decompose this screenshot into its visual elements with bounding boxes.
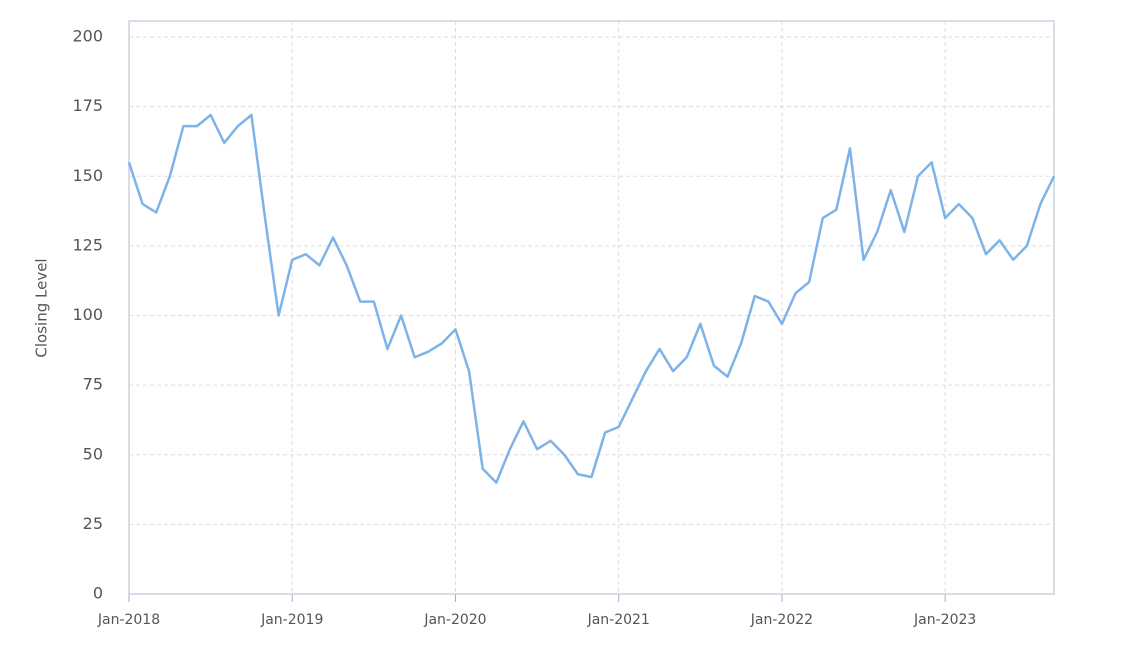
x-tick-label: Jan-2019 (260, 612, 323, 628)
x-tick-label: Jan-2020 (423, 612, 486, 628)
y-tick-label: 125 (72, 235, 103, 254)
plot-border (128, 20, 1055, 595)
y-tick-label: 0 (93, 584, 103, 603)
x-tick-label: Jan-2023 (913, 612, 976, 628)
y-tick-label: 175 (72, 96, 103, 115)
x-tick-label: Jan-2022 (750, 612, 813, 628)
y-tick-label: 150 (72, 166, 103, 185)
y-tick-label: 50 (83, 444, 103, 463)
y-tick-label: 100 (72, 305, 103, 324)
x-tick-label: Jan-2021 (587, 612, 650, 628)
line-series (127, 113, 1056, 484)
y-tick-label: 25 (83, 514, 103, 533)
y-tick-label: 200 (72, 27, 103, 46)
y-axis-label: Closing Level (33, 258, 51, 357)
x-tick-label: Jan-2018 (97, 612, 160, 628)
y-tick-label: 75 (83, 375, 103, 394)
